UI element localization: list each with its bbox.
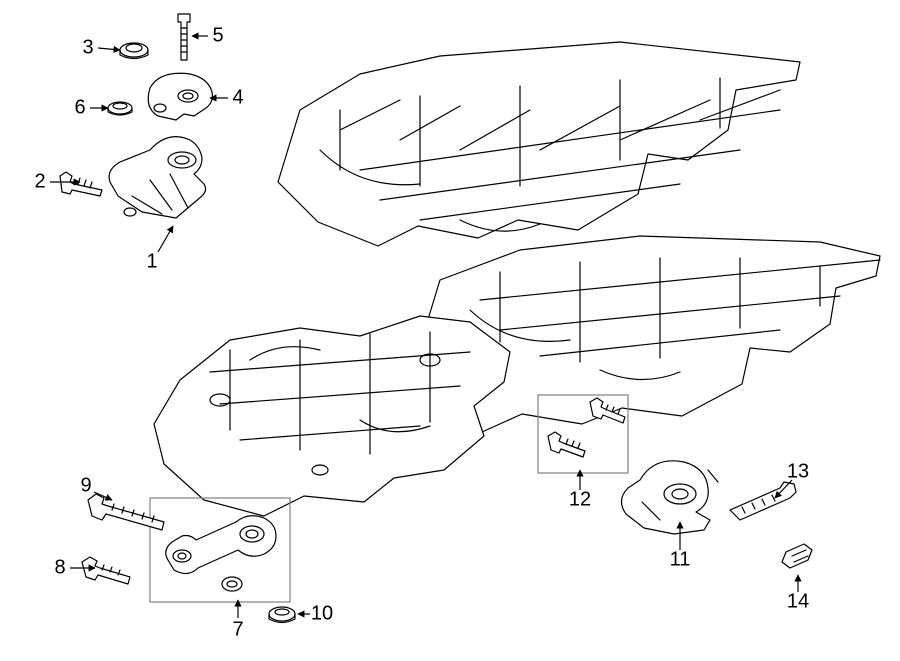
callout-7: 7 bbox=[232, 619, 243, 642]
parts-diagram: 1234567891011121314 bbox=[0, 0, 900, 661]
callout-12: 12 bbox=[569, 489, 591, 512]
part-10-nut bbox=[269, 607, 295, 623]
part-8-bolt bbox=[82, 557, 130, 584]
part-3-nut bbox=[120, 43, 148, 59]
callout-8: 8 bbox=[54, 557, 65, 580]
callout-11: 11 bbox=[670, 549, 691, 572]
part-frame-rail-upper bbox=[278, 42, 800, 246]
callout-14: 14 bbox=[787, 591, 809, 614]
callout-10: 10 bbox=[311, 603, 333, 626]
diagram-svg bbox=[0, 0, 900, 661]
part-9-bolt bbox=[88, 494, 164, 530]
part-13-bolt bbox=[730, 482, 796, 520]
callout-1: 1 bbox=[146, 251, 157, 274]
part-6-nut bbox=[108, 102, 132, 115]
part-crossmember bbox=[154, 316, 510, 516]
part-14-clip bbox=[782, 544, 812, 568]
part-7-torque-strut bbox=[166, 516, 276, 591]
callout-3: 3 bbox=[82, 37, 93, 60]
part-1-engine-mount bbox=[109, 137, 205, 218]
callout-13: 13 bbox=[787, 461, 809, 484]
part-11-rear-mount bbox=[621, 461, 718, 534]
part-4-bracket bbox=[148, 73, 212, 120]
part-2-bolt bbox=[60, 172, 102, 196]
callout-2: 2 bbox=[34, 171, 45, 194]
callout-5: 5 bbox=[212, 25, 223, 48]
callout-9: 9 bbox=[80, 475, 91, 498]
callout-6: 6 bbox=[74, 97, 85, 120]
part-5-bolt bbox=[178, 14, 190, 60]
callout-4: 4 bbox=[232, 87, 243, 110]
